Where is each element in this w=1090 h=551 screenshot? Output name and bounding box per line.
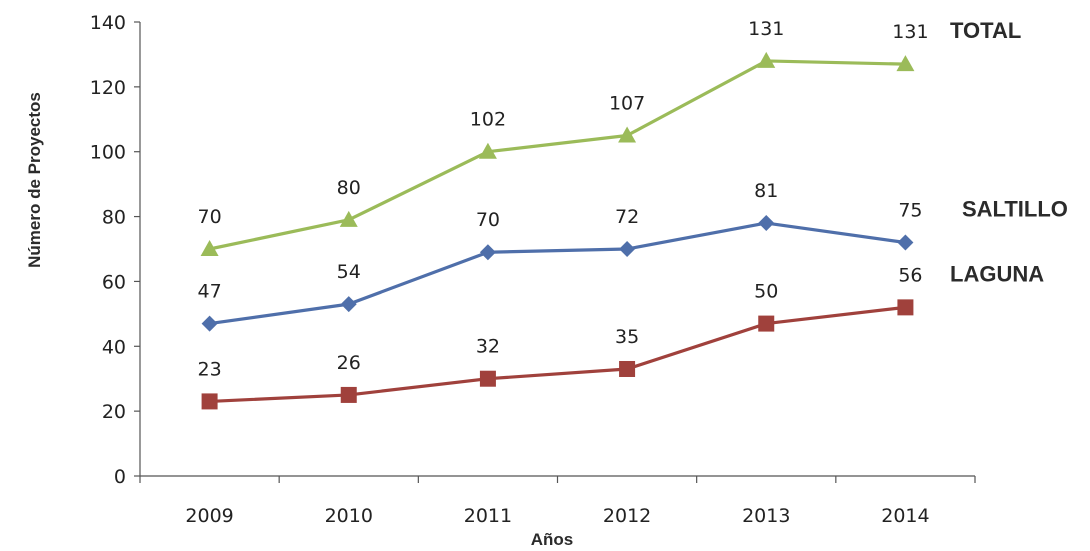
x-axis: 2009 2010 2011 2012 2013 2014 [139,475,976,527]
data-point-total [757,51,776,68]
series-line-laguna [209,305,906,404]
data-label-laguna: 50 [754,281,778,303]
data-label-laguna: 35 [615,326,639,348]
x-tick-label: 2010 [325,505,373,527]
y-tick-label: 140 [90,12,126,34]
data-point-laguna [758,315,775,332]
data-label-saltillo: 47 [197,281,221,303]
data-label-saltillo: 81 [754,180,778,202]
y-tick-label: 0 [114,466,126,488]
data-label-saltillo: 75 [898,200,922,222]
data-labels: 70 80 102 107 131 131 TOTAL 47 54 70 72 81 75 SALTILL… [197,18,1068,380]
data-label-laguna: 26 [337,352,361,374]
data-label-saltillo: 54 [337,261,361,283]
data-label-laguna: 56 [898,264,922,286]
data-point-laguna [201,393,218,410]
data-point-laguna [479,370,496,387]
x-tick-label: 2012 [603,505,651,527]
data-label-saltillo: 70 [476,209,500,231]
x-tick-label: 2009 [185,505,233,527]
y-tick-label: 80 [102,207,126,229]
data-label-total: 107 [609,93,645,115]
data-point-laguna [897,299,914,316]
series-line-total [209,59,906,251]
data-point-total [200,240,219,256]
data-label-laguna: 32 [476,336,500,358]
y-tick-label: 60 [102,271,126,293]
data-label-total: 131 [892,21,928,43]
series-layer [200,51,915,410]
data-point-laguna [340,386,357,403]
x-tick-label: 2011 [464,505,512,527]
data-point-total [478,142,497,159]
x-tick-label: 2014 [881,505,929,527]
data-point-saltillo [758,215,775,232]
series-name-laguna: LAGUNA [950,261,1044,286]
data-label-total: 80 [337,177,361,199]
data-point-total [339,210,358,227]
data-point-saltillo [619,241,636,257]
y-axis: 0 20 40 60 80 100 120 140 [90,12,141,488]
data-label-total: 131 [748,18,784,40]
y-tick-label: 20 [102,401,126,423]
data-label-laguna: 23 [197,358,221,380]
data-point-saltillo [897,234,914,251]
data-label-total: 102 [470,109,506,131]
data-point-total [618,126,637,143]
y-tick-label: 40 [102,336,126,358]
data-point-laguna [619,360,636,377]
data-point-saltillo [201,315,218,332]
y-tick-label: 120 [90,77,126,99]
series-name-saltillo: SALTILLO [962,197,1068,222]
data-point-saltillo [479,244,496,261]
y-tick-label: 100 [90,142,126,164]
series-name-total: TOTAL [950,18,1021,43]
data-point-total [896,55,915,72]
x-tick-label: 2013 [742,505,790,527]
x-axis-title: Años [531,530,574,549]
data-label-saltillo: 72 [615,206,639,228]
series-line-saltillo [209,221,906,326]
data-label-total: 70 [197,206,221,228]
data-point-saltillo [340,296,357,313]
y-axis-title: Número de Proyectos [25,92,44,268]
